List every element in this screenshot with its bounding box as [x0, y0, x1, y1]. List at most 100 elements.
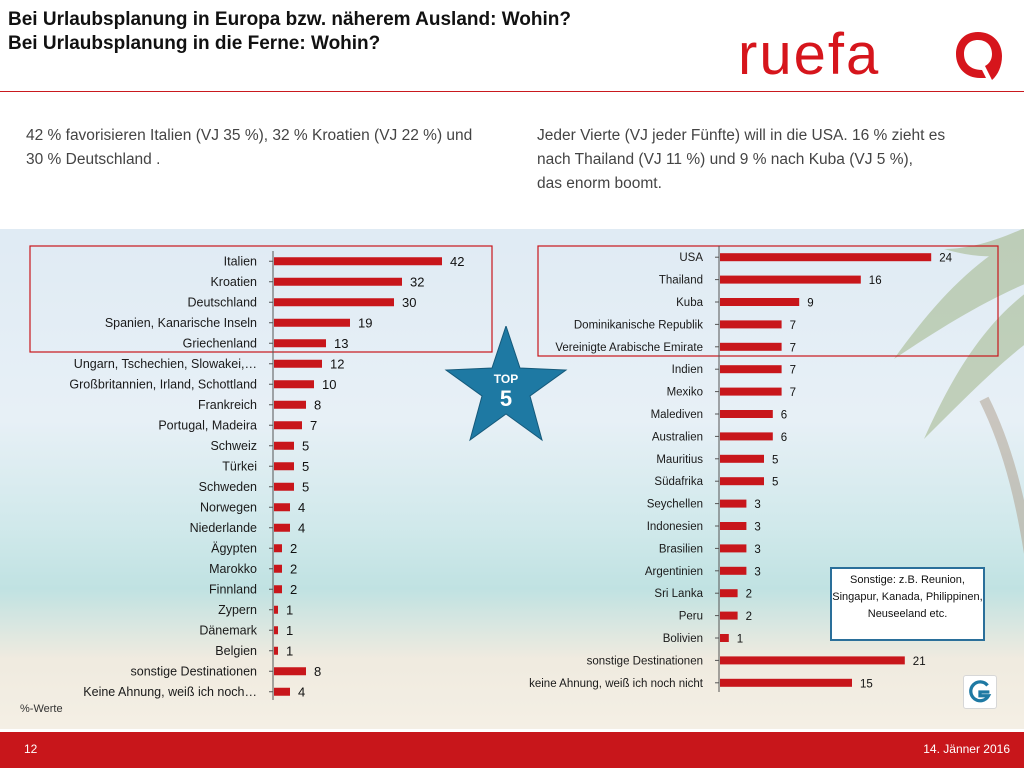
note-line-3: Neuseeland etc. [867, 608, 948, 620]
category-label: Peru [679, 611, 703, 623]
bar [720, 342, 782, 351]
bar [720, 275, 861, 284]
category-label: Bolivien [663, 633, 703, 645]
beach-background [0, 229, 1024, 729]
data-label: 1 [737, 634, 743, 646]
data-label: 2 [290, 541, 297, 556]
data-label: 4 [298, 500, 305, 515]
category-label: Türkei [222, 459, 257, 473]
top5-star-badge: TOP 5 [444, 326, 568, 442]
badge-top-label: TOP [494, 372, 518, 386]
data-label: 2 [290, 561, 297, 576]
category-label: sonstige Destinationen [587, 655, 703, 667]
bar [720, 454, 764, 463]
data-label: 30 [402, 295, 416, 310]
note-line-2: Singapur, Kanada, Philippinen, [832, 591, 983, 603]
data-label: 6 [781, 410, 787, 422]
category-label: Indonesien [647, 521, 703, 533]
category-label: Schweden [199, 480, 257, 494]
data-label: 3 [754, 566, 760, 578]
badge-number: 5 [500, 386, 512, 411]
data-label: 19 [358, 315, 372, 330]
data-label: 2 [746, 589, 752, 601]
bar [720, 544, 747, 553]
title-line-2: Bei Urlaubsplanung in die Ferne: Wohin? [8, 33, 381, 54]
footer-date: 14. Jänner 2016 [923, 742, 1010, 756]
data-label: 7 [790, 365, 796, 377]
data-label: 1 [286, 602, 293, 617]
bar [720, 410, 773, 418]
logo-wordmark: ruefa [738, 26, 880, 84]
bar [274, 482, 294, 491]
footer-bar: 12 14. Jänner 2016 [0, 732, 1024, 768]
intro-europe: 42 % favorisieren Italien (VJ 35 %), 32 … [26, 127, 473, 168]
bar [720, 656, 905, 665]
data-label: 2 [746, 611, 752, 623]
bar [720, 320, 782, 329]
data-label: 5 [302, 438, 309, 453]
data-label: 12 [330, 356, 344, 371]
sonstige-note-box: Sonstige: z.B. Reunion, Singapur, Kanada… [830, 567, 985, 641]
bar [720, 387, 782, 396]
bar [274, 257, 442, 266]
category-label: Dänemark [199, 623, 257, 637]
bar [274, 646, 278, 655]
data-label: 3 [754, 544, 760, 556]
category-label: Ungarn, Tschechien, Slowakei,… [74, 357, 257, 371]
title-line-1: Bei Urlaubsplanung in Europa bzw. nähere… [8, 9, 571, 30]
bar [274, 380, 314, 389]
category-label: Kuba [676, 297, 703, 309]
bar [274, 687, 290, 696]
bar [720, 589, 738, 598]
data-label: 32 [410, 274, 424, 289]
category-label: Italien [224, 254, 257, 268]
logo-swoosh-icon [956, 32, 1002, 80]
g-logo-icon [963, 675, 997, 709]
category-label: Vereinigte Arabische Emirate [555, 342, 703, 354]
top5-frame-right [537, 245, 999, 357]
intro-right-line-1: Jeder Vierte (VJ jeder Fünfte) will in d… [537, 127, 946, 144]
data-label: 8 [314, 397, 321, 412]
data-label: 7 [790, 320, 796, 332]
bar [720, 522, 747, 530]
data-label: 2 [290, 582, 297, 597]
data-label: 24 [939, 253, 952, 265]
data-label: 4 [298, 520, 305, 535]
category-label: Indien [672, 364, 703, 376]
bar [274, 544, 282, 553]
category-label: Keine Ahnung, weiß ich noch… [83, 685, 257, 699]
bar [274, 667, 306, 676]
data-label: 3 [754, 522, 760, 534]
background-haze [0, 229, 1024, 729]
category-label: Kroatien [210, 275, 257, 289]
category-label: Frankreich [198, 398, 257, 412]
data-label: 5 [772, 454, 778, 466]
data-label: 1 [286, 643, 293, 658]
bar [274, 359, 322, 368]
data-label: 5 [302, 459, 309, 474]
category-label: Norwegen [200, 500, 257, 514]
category-label: Argentinien [645, 566, 703, 578]
bar [274, 339, 326, 348]
category-label: Südafrika [654, 476, 703, 488]
data-label: 16 [869, 275, 882, 287]
category-label: Schweiz [210, 439, 257, 453]
page-number: 12 [24, 742, 38, 756]
bar [274, 441, 294, 450]
data-label: 13 [334, 336, 348, 351]
category-label: Griechenland [183, 336, 257, 350]
category-label: Seychellen [647, 499, 703, 511]
data-label: 8 [314, 664, 321, 679]
bar [720, 477, 764, 486]
ruefa-logo: ruefa [738, 26, 1002, 84]
unit-note: %-Werte [20, 703, 63, 715]
data-label: 6 [781, 432, 787, 444]
bar [274, 523, 290, 532]
category-label: Australien [652, 431, 703, 443]
top5-frame-left [29, 245, 493, 353]
data-label: 10 [322, 377, 336, 392]
slide-title: Bei Urlaubsplanung in Europa bzw. nähere… [8, 8, 571, 56]
category-label: keine Ahnung, weiß ich noch nicht [529, 678, 704, 690]
category-label: Thailand [659, 275, 703, 287]
